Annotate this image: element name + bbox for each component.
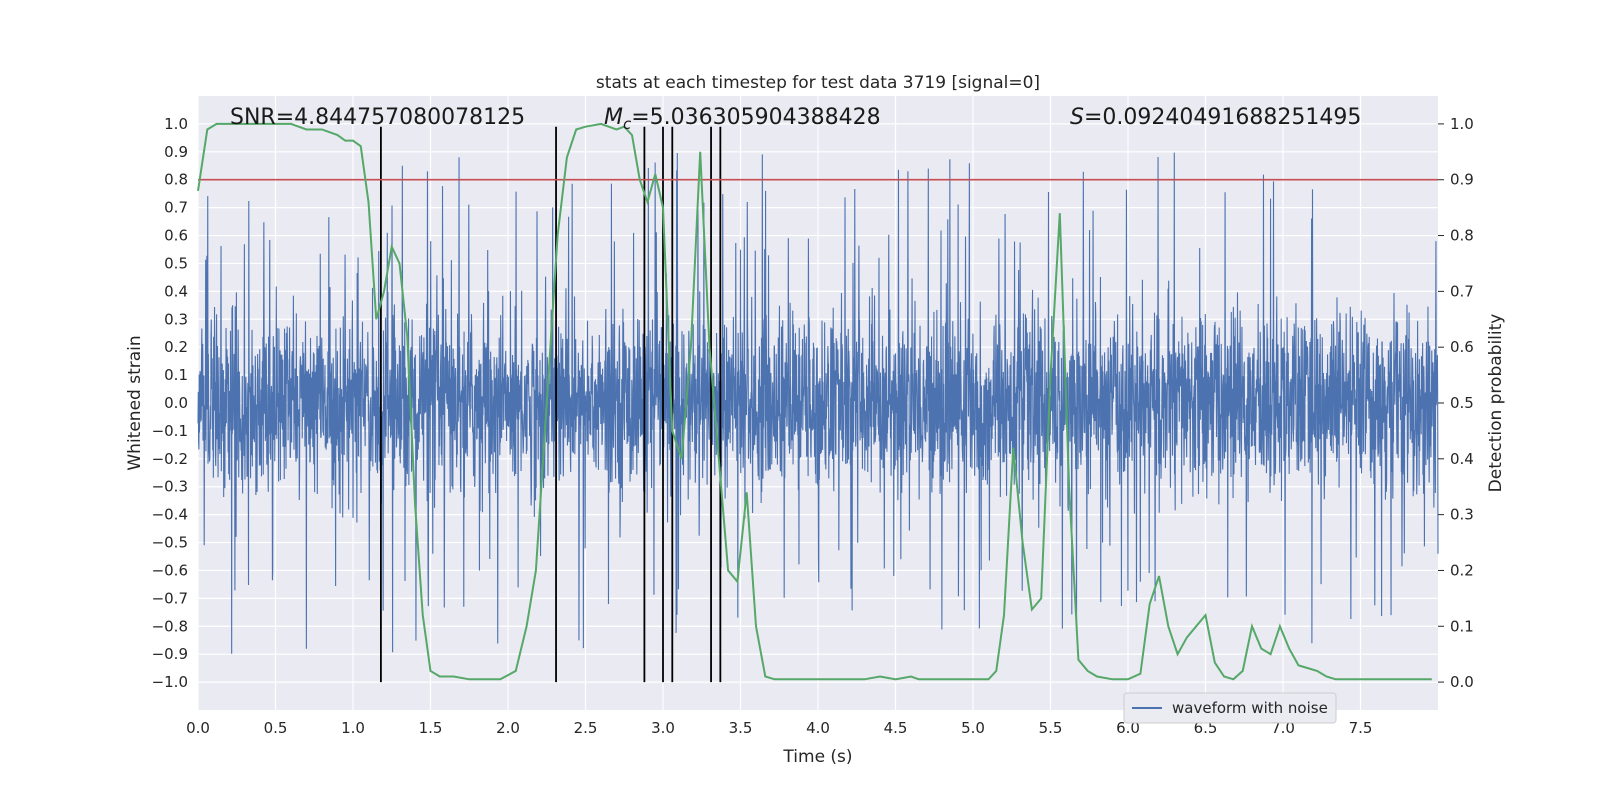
snr-annotation: SNR=4.844757080078125 bbox=[230, 105, 525, 130]
y-right-tick-label: 0.4 bbox=[1450, 450, 1474, 468]
y-left-tick-label: −0.8 bbox=[152, 617, 188, 635]
s-value: =0.09240491688251495 bbox=[1084, 105, 1361, 130]
y-right-tick-label: 1.0 bbox=[1450, 115, 1474, 133]
y-left-tick-label: 0.9 bbox=[164, 143, 188, 161]
y-left-tick-label: −0.3 bbox=[152, 478, 188, 496]
y-right-tick-label: 0.8 bbox=[1450, 227, 1474, 245]
y-right-tick-label: 0.3 bbox=[1450, 506, 1474, 524]
y-left-tick-label: 0.1 bbox=[164, 366, 188, 384]
y-left-tick-label: −1.0 bbox=[152, 673, 188, 691]
x-tick-label: 1.5 bbox=[419, 719, 443, 737]
x-tick-label: 0.5 bbox=[264, 719, 288, 737]
x-tick-label: 7.5 bbox=[1349, 719, 1373, 737]
y-left-tick-label: 0.4 bbox=[164, 282, 188, 300]
chirp-mass-symbol: M bbox=[604, 105, 623, 130]
x-tick-label: 3.0 bbox=[651, 719, 675, 737]
x-tick-label: 4.0 bbox=[806, 719, 830, 737]
x-axis-label: Time (s) bbox=[782, 747, 852, 767]
y-right-tick-label: 0.5 bbox=[1450, 394, 1474, 412]
x-tick-label: 4.5 bbox=[884, 719, 908, 737]
y-left-tick-label: 0.7 bbox=[164, 199, 188, 217]
y-right-tick-label: 0.6 bbox=[1450, 338, 1474, 356]
probability-line bbox=[197, 122, 1432, 681]
chirp-mass-annotation: Mc=5.036305904388428 bbox=[604, 105, 881, 133]
waveform-line bbox=[197, 152, 1439, 654]
chart-title: stats at each timestep for test data 371… bbox=[596, 73, 1040, 93]
y-right-tick-label: 0.9 bbox=[1450, 171, 1474, 189]
y-left-tick-label: 0.8 bbox=[164, 171, 188, 189]
y-right-tick-label: 0.0 bbox=[1450, 673, 1474, 691]
y-left-axis-ticks: 1.0 0.9 0.8 0.7 0.6 0.5 0.4 0.3 0.2 0.1 0.0 −0.1 −0.… bbox=[152, 115, 188, 691]
x-tick-label: 3.5 bbox=[729, 719, 753, 737]
y-right-axis-label: Detection probability bbox=[1486, 314, 1506, 493]
y-left-tick-label: 0.6 bbox=[164, 227, 188, 245]
event-markers bbox=[379, 126, 722, 683]
chirp-mass-subscript: c bbox=[623, 115, 632, 133]
x-tick-label: 2.0 bbox=[496, 719, 520, 737]
y-left-tick-label: −0.5 bbox=[152, 534, 188, 552]
x-tick-label: 2.5 bbox=[574, 719, 598, 737]
waveform-series bbox=[197, 152, 1439, 654]
y-right-axis-ticks: 1.0 0.9 0.8 0.7 0.6 0.5 0.4 0.3 0.2 0.1 0.0 bbox=[1438, 115, 1474, 691]
y-left-tick-label: −0.9 bbox=[152, 645, 188, 663]
legend-label: waveform with noise bbox=[1172, 699, 1328, 717]
y-right-tick-label: 0.7 bbox=[1450, 282, 1474, 300]
legend-box bbox=[1123, 692, 1337, 724]
y-left-tick-label: −0.4 bbox=[152, 506, 188, 524]
x-tick-label: 1.0 bbox=[341, 719, 365, 737]
y-left-axis-label: Whitened strain bbox=[125, 335, 145, 470]
y-right-tick-label: 0.1 bbox=[1450, 617, 1474, 635]
y-left-tick-label: 0.5 bbox=[164, 254, 188, 272]
y-left-tick-label: 1.0 bbox=[164, 115, 188, 133]
x-tick-label: 5.0 bbox=[961, 719, 985, 737]
s-symbol: S bbox=[1070, 105, 1084, 130]
x-tick-label: 0.0 bbox=[186, 719, 210, 737]
y-left-tick-label: −0.2 bbox=[152, 450, 188, 468]
y-left-tick-label: 0.0 bbox=[164, 394, 188, 412]
probability-series bbox=[197, 122, 1432, 681]
y-left-tick-label: −0.1 bbox=[152, 422, 188, 440]
y-right-tick-label: 0.2 bbox=[1450, 561, 1474, 579]
chirp-mass-value: =5.036305904388428 bbox=[631, 105, 880, 130]
x-tick-label: 5.5 bbox=[1039, 719, 1063, 737]
y-left-tick-label: 0.2 bbox=[164, 338, 188, 356]
y-left-tick-label: −0.6 bbox=[152, 561, 188, 579]
s-annotation: S=0.09240491688251495 bbox=[1070, 105, 1361, 130]
legend: waveform with noise bbox=[1123, 692, 1337, 724]
y-left-tick-label: −0.7 bbox=[152, 589, 188, 607]
y-left-tick-label: 0.3 bbox=[164, 310, 188, 328]
